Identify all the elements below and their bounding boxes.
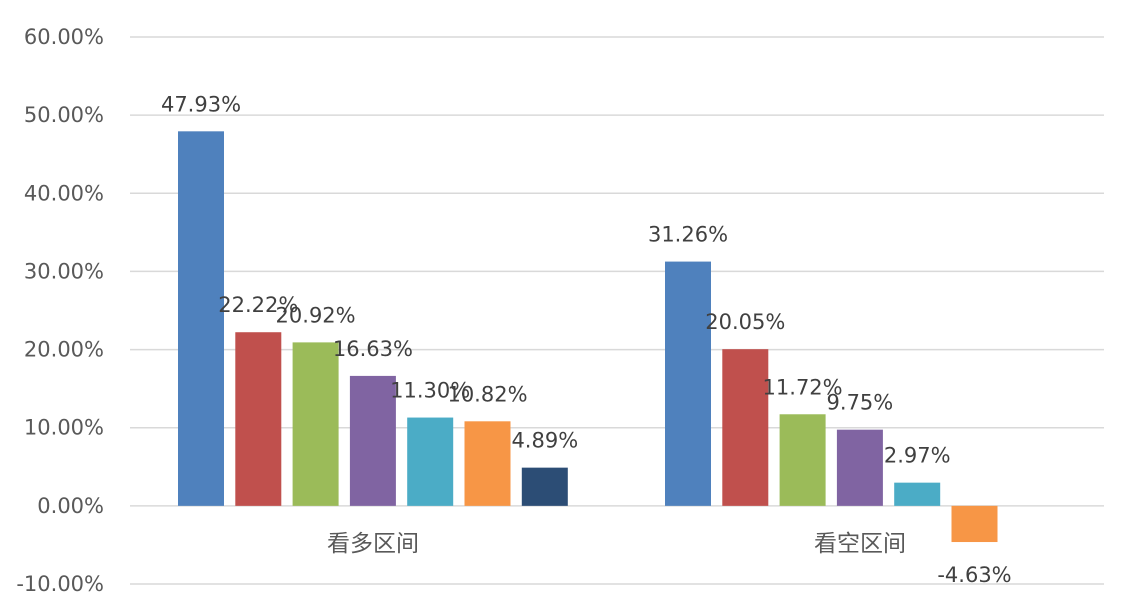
- grid-lines: [130, 36, 1104, 585]
- category-labels: 看多区间 看空区间: [327, 531, 906, 557]
- y-tick-label: 30.00%: [24, 259, 104, 283]
- bar: [722, 349, 769, 506]
- data-label: 20.92%: [276, 303, 356, 327]
- y-axis-tick-labels: 60.00% 50.00% 40.00% 30.00% 20.00% 10.00% 0.00…: [16, 25, 104, 596]
- category-label: 看多区间: [327, 531, 419, 557]
- data-label: 4.89%: [511, 429, 578, 453]
- data-label: 16.63%: [333, 337, 413, 361]
- data-label: 22.22%: [218, 293, 298, 317]
- y-tick-label: 10.00%: [24, 416, 104, 440]
- bar: [894, 482, 941, 506]
- bars: [178, 131, 998, 543]
- bar: [951, 505, 998, 543]
- bar: [464, 421, 511, 506]
- data-label: 10.82%: [447, 382, 527, 406]
- data-label: 20.05%: [705, 310, 785, 334]
- y-tick-label: 0.00%: [37, 494, 104, 518]
- y-tick-label: 40.00%: [24, 181, 104, 205]
- bar: [292, 342, 339, 506]
- bar: [521, 467, 568, 506]
- bar: [407, 417, 454, 506]
- data-label: 11.30%: [390, 379, 470, 403]
- data-labels: 47.93% 22.22%20.92% 16.63% 11.30%10.82% 4.89…: [161, 92, 1012, 587]
- bar: [779, 414, 826, 506]
- bar: [836, 429, 883, 506]
- y-tick-label: 60.00%: [24, 25, 104, 49]
- data-label: 47.93%: [161, 92, 241, 116]
- data-label: 9.75%: [827, 391, 894, 415]
- y-tick-label: -10.00%: [16, 572, 104, 596]
- data-label: 2.97%: [884, 444, 951, 468]
- category-label: 看空区间: [814, 531, 906, 557]
- data-label: 11.72%: [763, 375, 843, 399]
- y-tick-label: 50.00%: [24, 103, 104, 127]
- bar: [235, 332, 282, 506]
- data-label: -4.63%: [937, 563, 1011, 587]
- bar: [665, 261, 711, 506]
- bar: [349, 375, 396, 506]
- y-tick-label: 20.00%: [24, 338, 104, 362]
- bar: [178, 131, 224, 506]
- data-label: 31.26%: [648, 223, 728, 247]
